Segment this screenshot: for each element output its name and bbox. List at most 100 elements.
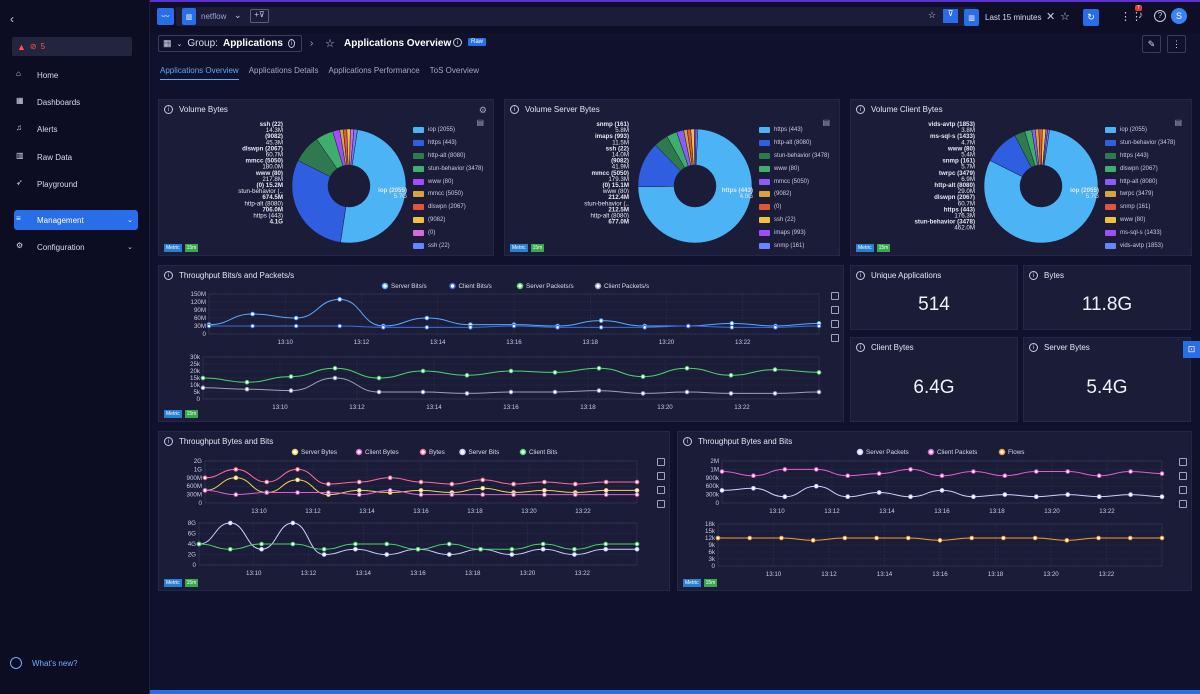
- close-icon[interactable]: ✕: [1046, 11, 1056, 23]
- data-point[interactable]: [552, 389, 558, 395]
- data-point[interactable]: [939, 473, 945, 479]
- legend-item[interactable]: snmp (161): [1105, 201, 1175, 214]
- data-point[interactable]: [1001, 535, 1006, 541]
- pie-slice[interactable]: [291, 160, 347, 243]
- data-point[interactable]: [415, 546, 421, 552]
- document-icon[interactable]: [657, 500, 665, 508]
- data-point[interactable]: [905, 535, 911, 541]
- data-point[interactable]: [446, 552, 452, 557]
- data-point[interactable]: [598, 318, 604, 323]
- legend-item[interactable]: twrpc (3479): [1105, 188, 1175, 201]
- line-chart[interactable]: Server Bytes Client Bytes Bytes Server Bits…: [159, 446, 655, 588]
- pie-slice[interactable]: [350, 128, 358, 166]
- filter-icon[interactable]: ⊽: [943, 9, 958, 23]
- data-point[interactable]: [1127, 535, 1133, 541]
- query-mode-button[interactable]: 〰: [157, 8, 174, 25]
- data-point[interactable]: [468, 325, 473, 330]
- document-icon[interactable]: ▤: [476, 118, 484, 127]
- data-point[interactable]: [1065, 469, 1071, 474]
- legend-label[interactable]: Client Bytes: [365, 449, 399, 456]
- data-point[interactable]: [480, 486, 486, 491]
- data-point[interactable]: [511, 323, 517, 329]
- crop-icon[interactable]: [657, 458, 665, 466]
- line-chart[interactable]: Server Bits/s Client Bits/s Server Packets…: [159, 280, 829, 420]
- data-point[interactable]: [418, 479, 424, 485]
- bar-chart-icon[interactable]: [657, 486, 665, 494]
- sidebar-item-alerts[interactable]: ♫ Alerts: [14, 119, 138, 139]
- data-point[interactable]: [384, 552, 390, 557]
- sidebar-item-dashboards[interactable]: ▦ Dashboards: [14, 92, 138, 112]
- star-icon[interactable]: ☆: [1060, 11, 1070, 23]
- data-point[interactable]: [464, 372, 470, 378]
- data-point[interactable]: [293, 323, 299, 329]
- data-point[interactable]: [685, 323, 691, 329]
- data-point[interactable]: [971, 469, 976, 474]
- document-icon[interactable]: ▤: [1174, 118, 1182, 127]
- data-point[interactable]: [1002, 473, 1008, 479]
- legend-item[interactable]: iop (2055): [1105, 124, 1175, 137]
- bar-chart-icon[interactable]: [831, 320, 839, 328]
- data-point[interactable]: [542, 488, 547, 493]
- data-point[interactable]: [1159, 494, 1165, 500]
- data-point[interactable]: [288, 388, 294, 393]
- data-point[interactable]: [596, 365, 602, 371]
- search-bar[interactable]: ▥ netflow ⌄ +⊽ ☆ ⊽: [176, 7, 976, 26]
- data-point[interactable]: [751, 473, 756, 479]
- legend-label[interactable]: Flows: [1008, 449, 1024, 456]
- crop-icon[interactable]: [1179, 458, 1187, 466]
- data-point[interactable]: [816, 389, 822, 395]
- data-point[interactable]: [1096, 535, 1101, 541]
- edit-icon[interactable]: ✎: [1142, 35, 1161, 53]
- legend-item[interactable]: http-alt (8080): [413, 150, 483, 163]
- data-point[interactable]: [480, 492, 486, 497]
- data-point[interactable]: [332, 365, 338, 371]
- data-point[interactable]: [290, 520, 296, 526]
- data-point[interactable]: [596, 388, 602, 393]
- data-point[interactable]: [1096, 473, 1102, 479]
- data-point[interactable]: [540, 546, 546, 552]
- data-point[interactable]: [642, 325, 648, 330]
- info-icon[interactable]: i: [856, 343, 865, 352]
- data-point[interactable]: [449, 481, 455, 487]
- data-point[interactable]: [728, 391, 734, 396]
- refresh-button[interactable]: ↻: [1083, 9, 1099, 26]
- document-icon[interactable]: ▤: [822, 118, 830, 127]
- data-point[interactable]: [1002, 492, 1008, 497]
- data-point[interactable]: [747, 535, 753, 541]
- data-point[interactable]: [772, 391, 778, 396]
- data-point[interactable]: [288, 374, 294, 379]
- data-point[interactable]: [842, 535, 848, 541]
- data-point[interactable]: [509, 546, 515, 552]
- data-point[interactable]: [542, 492, 547, 497]
- data-point[interactable]: [684, 365, 690, 371]
- data-point[interactable]: [1033, 469, 1039, 474]
- data-point[interactable]: [200, 385, 206, 391]
- data-point[interactable]: [729, 325, 735, 330]
- data-point[interactable]: [572, 492, 578, 497]
- data-point[interactable]: [227, 520, 233, 526]
- whats-new-link[interactable]: What's new?: [10, 657, 78, 669]
- info-icon[interactable]: i: [1029, 343, 1038, 352]
- data-point[interactable]: [200, 375, 206, 381]
- data-point[interactable]: [353, 541, 358, 547]
- legend-item[interactable]: www (80): [759, 162, 829, 175]
- data-point[interactable]: [202, 475, 208, 481]
- data-point[interactable]: [572, 552, 577, 557]
- sidebar-item-raw-data[interactable]: ▥ Raw Data: [14, 147, 138, 167]
- data-point[interactable]: [509, 552, 515, 557]
- data-point[interactable]: [206, 323, 212, 329]
- data-point[interactable]: [1128, 492, 1133, 497]
- line-chart-icon[interactable]: [1179, 472, 1187, 480]
- legend-item[interactable]: https (443): [413, 137, 483, 150]
- data-point[interactable]: [244, 379, 250, 385]
- legend-item[interactable]: stun-behavior (3478): [413, 162, 483, 175]
- data-point[interactable]: [876, 471, 882, 476]
- legend-item[interactable]: stun-behavior (3478): [1105, 137, 1175, 150]
- data-point[interactable]: [751, 486, 756, 491]
- data-point[interactable]: [202, 488, 208, 493]
- pie-slice[interactable]: [695, 128, 699, 166]
- collapse-sidebar-icon[interactable]: ‹: [10, 12, 14, 26]
- data-point[interactable]: [420, 389, 426, 395]
- data-point[interactable]: [233, 492, 239, 497]
- data-point[interactable]: [1096, 494, 1102, 500]
